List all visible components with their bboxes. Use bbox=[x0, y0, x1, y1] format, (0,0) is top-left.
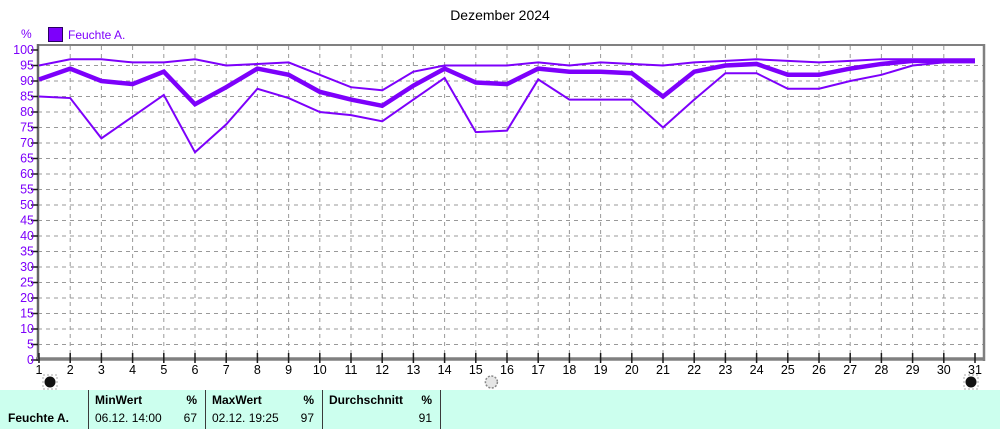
stats-min-header: MinWert bbox=[95, 393, 143, 407]
y-tick-label: 55 bbox=[20, 183, 34, 197]
chart-title: Dezember 2024 bbox=[450, 7, 550, 23]
x-tick-label: 30 bbox=[937, 363, 951, 377]
x-tick-label: 16 bbox=[500, 363, 514, 377]
y-tick-label: 45 bbox=[20, 214, 34, 228]
x-tick-label: 20 bbox=[625, 363, 639, 377]
x-tick-label: 29 bbox=[906, 363, 920, 377]
stats-avg-unit: % bbox=[421, 393, 432, 407]
legend-item-feuchte-a[interactable]: Feuchte A. bbox=[48, 27, 125, 42]
y-tick-label: 85 bbox=[20, 90, 34, 104]
x-tick-label: 8 bbox=[254, 363, 261, 377]
x-tick-label: 21 bbox=[656, 363, 670, 377]
stats-max-header: MaxWert bbox=[212, 393, 262, 407]
stats-min-unit: % bbox=[186, 393, 197, 407]
series-line-0 bbox=[38, 58, 975, 92]
stats-table: Feuchte A. MinWert % 06.12. 14:00 67 Max… bbox=[0, 390, 1000, 429]
range-start-handle-frame bbox=[42, 374, 58, 390]
y-tick-label: 60 bbox=[20, 167, 34, 181]
x-tick-label: 31 bbox=[968, 363, 982, 377]
y-tick-label: 0 bbox=[27, 353, 34, 367]
x-tick-label: 13 bbox=[406, 363, 420, 377]
x-tick-label: 10 bbox=[313, 363, 327, 377]
stats-max-unit: % bbox=[303, 393, 314, 407]
stats-avg-value: 91 bbox=[418, 411, 432, 425]
y-tick-label: 65 bbox=[20, 152, 34, 166]
x-tick-label: 26 bbox=[812, 363, 826, 377]
x-tick-label: 5 bbox=[160, 363, 167, 377]
y-tick-label: 50 bbox=[20, 198, 34, 212]
x-tick-label: 4 bbox=[129, 363, 136, 377]
y-tick-label: 15 bbox=[20, 307, 34, 321]
y-tick-label: 100 bbox=[13, 43, 34, 57]
x-tick-label: 17 bbox=[531, 363, 545, 377]
stats-min-datetime: 06.12. 14:00 bbox=[95, 411, 162, 425]
y-tick-label: 80 bbox=[20, 105, 34, 119]
x-tick-label: 18 bbox=[562, 363, 576, 377]
mid-handle[interactable] bbox=[484, 375, 499, 389]
y-tick-label: 70 bbox=[20, 136, 34, 150]
x-tick-label: 2 bbox=[67, 363, 74, 377]
y-tick-label: 10 bbox=[20, 322, 34, 336]
x-tick-label: 15 bbox=[469, 363, 483, 377]
x-tick-label: 12 bbox=[375, 363, 389, 377]
x-tick-label: 14 bbox=[438, 363, 452, 377]
y-tick-label: 75 bbox=[20, 121, 34, 135]
range-start-handle[interactable] bbox=[44, 376, 56, 388]
x-tick-label: 11 bbox=[345, 363, 358, 377]
x-tick-label: 9 bbox=[285, 363, 292, 377]
x-tick-label: 24 bbox=[750, 363, 764, 377]
stats-series-label: Feuchte A. bbox=[8, 411, 69, 425]
x-tick-label: 27 bbox=[843, 363, 857, 377]
series-line-2 bbox=[38, 61, 975, 154]
legend-label: Feuchte A. bbox=[68, 27, 126, 42]
y-tick-label: 30 bbox=[20, 260, 34, 274]
stats-max-datetime: 02.12. 19:25 bbox=[212, 411, 279, 425]
series-line-1 bbox=[38, 58, 975, 109]
x-tick-label: 25 bbox=[781, 363, 795, 377]
range-end-handle-frame bbox=[963, 374, 979, 390]
stats-max-value: 97 bbox=[300, 411, 314, 425]
x-tick-label: 1 bbox=[36, 363, 43, 377]
y-tick-label: 25 bbox=[20, 276, 34, 290]
y-axis-unit-label: % bbox=[21, 27, 32, 41]
x-tick-label: 19 bbox=[594, 363, 608, 377]
x-tick-label: 3 bbox=[98, 363, 105, 377]
legend-swatch-icon bbox=[48, 27, 63, 42]
x-tick-label: 23 bbox=[718, 363, 732, 377]
x-tick-label: 28 bbox=[874, 363, 888, 377]
stats-spacer bbox=[440, 390, 1000, 429]
range-end-handle[interactable] bbox=[965, 376, 977, 388]
stats-avg-header: Durchschnitt bbox=[329, 393, 404, 407]
y-tick-label: 90 bbox=[20, 74, 34, 88]
y-tick-label: 35 bbox=[20, 245, 34, 259]
y-tick-label: 40 bbox=[20, 229, 34, 243]
x-tick-label: 7 bbox=[223, 363, 230, 377]
y-tick-label: 5 bbox=[27, 338, 34, 352]
y-tick-label: 20 bbox=[20, 291, 34, 305]
chart-plot-area[interactable]: 0510152025303540455055606570758085909510… bbox=[0, 0, 1000, 390]
x-tick-label: 22 bbox=[687, 363, 701, 377]
x-tick-label: 6 bbox=[192, 363, 199, 377]
stats-min-value: 67 bbox=[183, 411, 197, 425]
y-tick-label: 95 bbox=[20, 59, 34, 73]
